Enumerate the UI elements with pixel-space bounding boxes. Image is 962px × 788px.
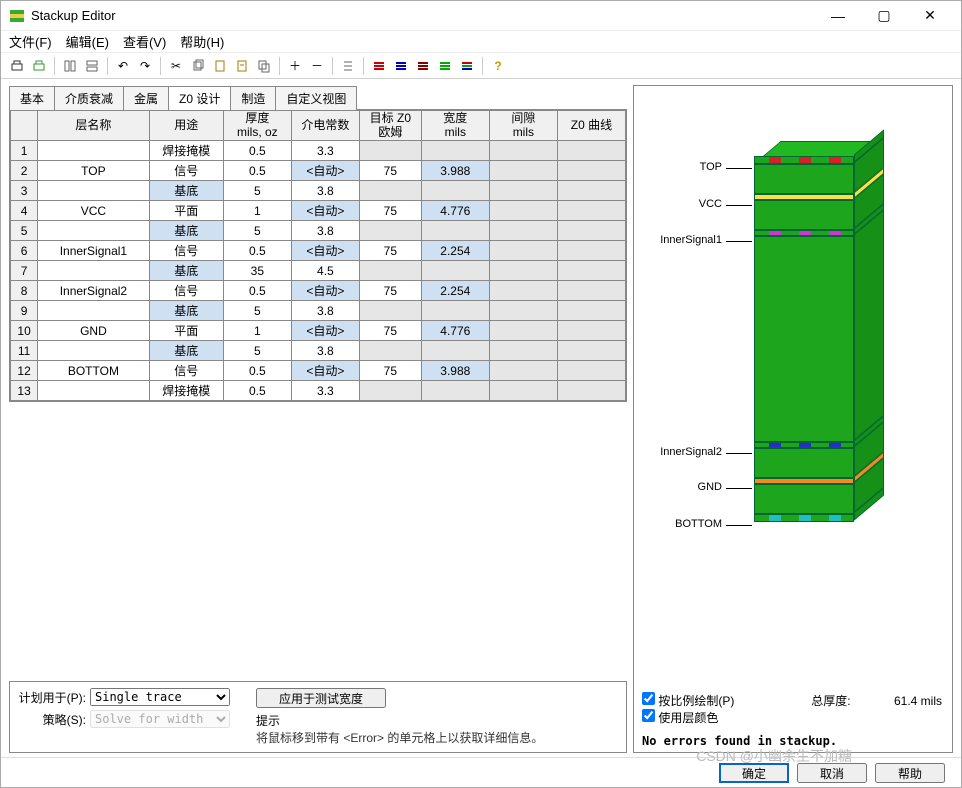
menubar: 文件(F) 编辑(E) 查看(V) 帮助(H) (1, 31, 961, 53)
col-header: 目标 Z0欧姆 (359, 111, 421, 141)
tab-5[interactable]: 自定义视图 (275, 86, 357, 110)
col-header: 用途 (149, 111, 223, 141)
menu-help[interactable]: 帮助(H) (180, 32, 224, 51)
table-row[interactable]: 2TOP信号0.5<自动>753.988 (11, 161, 626, 181)
menu-file[interactable]: 文件(F) (9, 32, 52, 51)
menu-view[interactable]: 查看(V) (123, 32, 166, 51)
strip-green-icon[interactable] (435, 56, 455, 76)
col-header (11, 111, 38, 141)
stackup-table[interactable]: 层名称用途厚度mils, oz介电常数目标 Z0欧姆宽度mils间隙milsZ0… (10, 110, 626, 401)
tab-4[interactable]: 制造 (230, 86, 276, 110)
tab-3[interactable]: Z0 设计 (168, 86, 231, 110)
strategy-select[interactable]: Solve for width (90, 710, 230, 728)
tab-0[interactable]: 基本 (9, 86, 55, 110)
strip-red-icon[interactable] (369, 56, 389, 76)
window-title: Stackup Editor (31, 8, 815, 23)
col-header: 间隙mils (489, 111, 557, 141)
add-icon[interactable]: ＋ (285, 56, 305, 76)
print-icon[interactable] (7, 56, 27, 76)
titlebar: Stackup Editor — ▢ ✕ (1, 1, 961, 31)
strategy-label: 策略(S): (16, 711, 86, 728)
total-thickness-value: 61.4 mils (894, 694, 942, 708)
print-preview-icon[interactable] (29, 56, 49, 76)
copy-all-icon[interactable] (254, 56, 274, 76)
layer-label: VCC (642, 198, 722, 210)
table-row[interactable]: 13焊接掩模0.53.3 (11, 381, 626, 401)
table-row[interactable]: 12BOTTOM信号0.5<自动>753.988 (11, 361, 626, 381)
table-row[interactable]: 9基底53.8 (11, 301, 626, 321)
table-row[interactable]: 3基底53.8 (11, 181, 626, 201)
table-row[interactable]: 4VCC平面1<自动>754.776 (11, 201, 626, 221)
tab-2[interactable]: 金属 (123, 86, 169, 110)
table-row[interactable]: 8InnerSignal2信号0.5<自动>752.254 (11, 281, 626, 301)
paste2-icon[interactable] (232, 56, 252, 76)
sort-icon[interactable] (338, 56, 358, 76)
strip-blue-icon[interactable] (391, 56, 411, 76)
layer-label: TOP (642, 161, 722, 173)
hint-title: 提示 (256, 712, 620, 729)
layout2-icon[interactable] (82, 56, 102, 76)
layercolor-checkbox[interactable]: 使用层颜色 (642, 709, 944, 726)
total-thickness-label: 总厚度: (811, 694, 850, 708)
tabs: 基本介质衰减金属Z0 设计制造自定义视图 (9, 85, 627, 109)
help-button[interactable]: 帮助 (875, 763, 945, 783)
table-row[interactable]: 11基底53.8 (11, 341, 626, 361)
stackup-visualization: TOP VCC InnerSignal1 InnerSignal2 GND BOTTOM (634, 86, 952, 688)
minimize-button[interactable]: — (815, 1, 861, 31)
col-header: 宽度mils (421, 111, 489, 141)
layout-icon[interactable] (60, 56, 80, 76)
table-row[interactable]: 6InnerSignal1信号0.5<自动>752.254 (11, 241, 626, 261)
plan-label: 计划用于(P): (16, 689, 86, 706)
col-header: 层名称 (38, 111, 149, 141)
no-errors-text: No errors found in stackup. (634, 730, 952, 752)
close-button[interactable]: ✕ (907, 1, 953, 31)
copy-icon[interactable] (188, 56, 208, 76)
paste-icon[interactable] (210, 56, 230, 76)
plan-select[interactable]: Single trace (90, 688, 230, 706)
col-header: 厚度mils, oz (223, 111, 291, 141)
hint-text: 将鼠标移到带有 <Error> 的单元格上以获取详细信息。 (256, 729, 620, 746)
undo-icon[interactable]: ↶ (113, 56, 133, 76)
tab-1[interactable]: 介质衰减 (54, 86, 124, 110)
strip-darkred-icon[interactable] (413, 56, 433, 76)
remove-icon[interactable]: － (307, 56, 327, 76)
app-icon (9, 8, 25, 24)
strip-mix-icon[interactable] (457, 56, 477, 76)
table-row[interactable]: 7基底354.5 (11, 261, 626, 281)
table-row[interactable]: 10GND平面1<自动>754.776 (11, 321, 626, 341)
cut-icon[interactable]: ✂ (166, 56, 186, 76)
col-header: Z0 曲线 (557, 111, 625, 141)
toolbar: ↶ ↷ ✂ ＋ － ? (1, 53, 961, 79)
menu-edit[interactable]: 编辑(E) (66, 32, 109, 51)
layer-label: InnerSignal2 (642, 446, 722, 458)
layer-label: GND (642, 481, 722, 493)
layer-label: BOTTOM (642, 518, 722, 530)
redo-icon[interactable]: ↷ (135, 56, 155, 76)
col-header: 介电常数 (291, 111, 359, 141)
ok-button[interactable]: 确定 (719, 763, 789, 783)
maximize-button[interactable]: ▢ (861, 1, 907, 31)
table-row[interactable]: 5基底53.8 (11, 221, 626, 241)
layer-label: InnerSignal1 (642, 234, 722, 246)
cancel-button[interactable]: 取消 (797, 763, 867, 783)
table-row[interactable]: 1焊接掩模0.53.3 (11, 141, 626, 161)
apply-test-width-button[interactable]: 应用于测试宽度 (256, 688, 386, 708)
help-icon[interactable]: ? (488, 56, 508, 76)
